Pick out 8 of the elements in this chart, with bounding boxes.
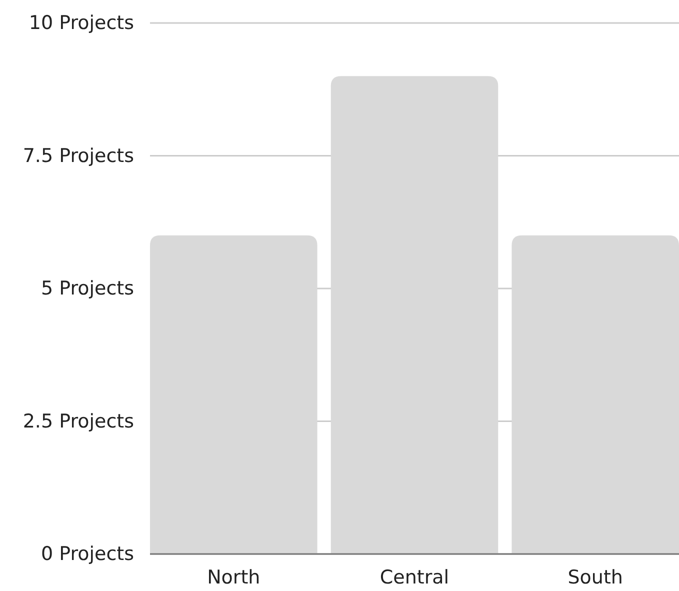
x-tick-label: North [207, 566, 260, 588]
x-tick-label: South [568, 566, 623, 588]
y-tick-label: 2.5 Projects [22, 410, 134, 432]
y-tick-label: 10 Projects [28, 12, 134, 34]
y-tick-label: 0 Projects [40, 543, 134, 566]
y-tick-label: 7.5 Projects [22, 144, 134, 167]
y-tick-label: 5 Projects [40, 278, 134, 300]
x-tick-label: Central [380, 566, 450, 588]
